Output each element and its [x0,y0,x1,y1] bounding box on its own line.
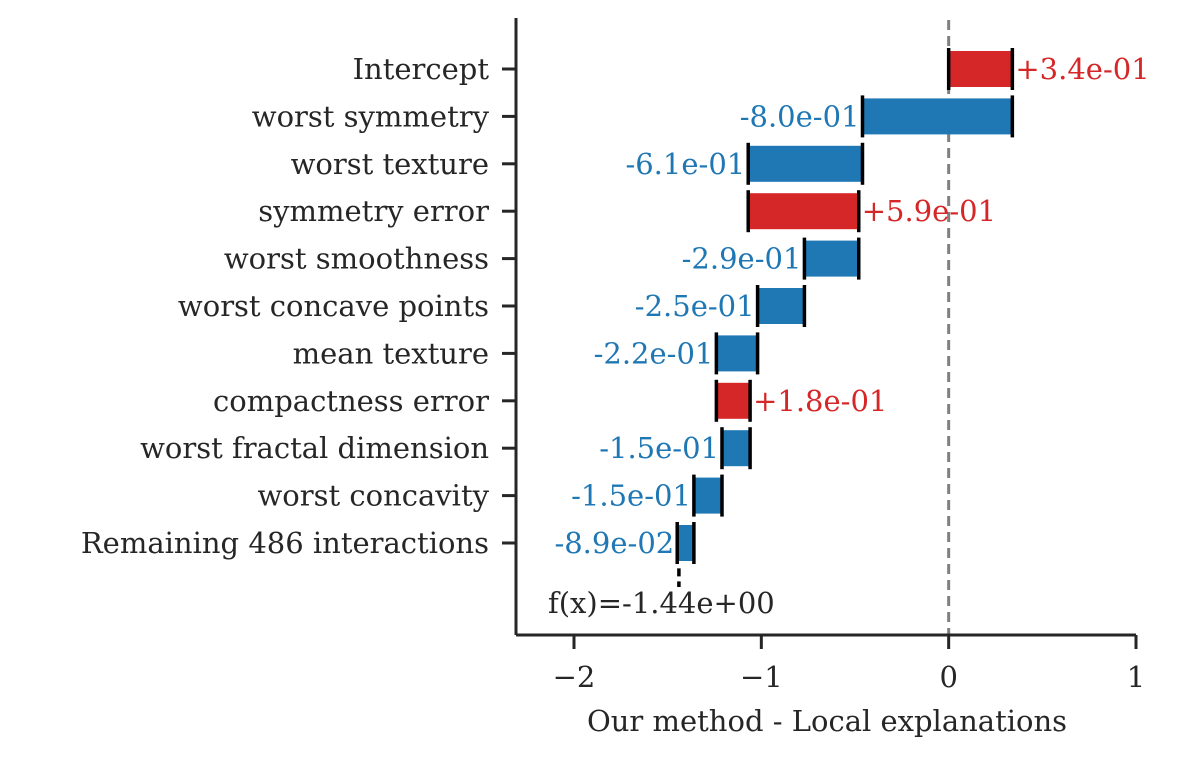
bar-2 [748,145,863,182]
bar-6 [716,335,758,372]
x-tick-label-2: 0 [939,660,957,694]
bars-group: +3.4e-01 -8.0e-01 -6.1e-01 +5.9e-01 -2.9e-01… [548,20,1150,635]
bar-value-label-7: +1.8e-01 [753,384,887,418]
x-tick-label-1: −1 [740,660,783,694]
x-axis-title: Our method - Local explanations [587,704,1067,738]
bar-value-label-10: -8.9e-02 [554,526,674,560]
bar-4 [804,240,859,277]
bar-value-label-2: -6.1e-01 [625,147,745,181]
bar-9 [693,477,722,514]
bar-3 [748,193,859,230]
category-label-3: symmetry error [258,194,489,228]
bar-value-label-6: -2.2e-01 [594,336,714,370]
category-label-9: worst concavity [257,479,489,513]
category-label-4: worst smoothness [224,242,489,276]
x-tick-label-3: 1 [1127,660,1145,694]
axes-group: −2 −1 0 1 [502,18,1145,694]
bar-value-label-8: -1.5e-01 [599,431,719,465]
bar-0 [948,51,1013,87]
bar-10 [677,525,694,561]
x-tick-label-0: −2 [553,660,596,694]
bar-8 [721,430,751,467]
category-label-6: mean texture [293,336,489,370]
bar-value-label-4: -2.9e-01 [682,242,802,276]
category-label-2: worst texture [291,147,489,181]
final-value-label: f(x)=-1.44e+00 [548,586,775,620]
bar-7 [716,382,751,419]
category-label-5: worst concave points [178,289,489,323]
category-label-0: Intercept [353,52,490,86]
bar-value-label-5: -2.5e-01 [635,289,755,323]
bar-value-label-0: +3.4e-01 [1015,52,1149,86]
category-label-7: compactness error [213,384,489,418]
category-labels-group: Intercept worst symmetry worst texture symm… [81,52,490,560]
category-label-10: Remaining 486 interactions [81,526,489,560]
bar-value-label-3: +5.9e-01 [862,194,996,228]
bar-5 [757,288,805,324]
bar-value-label-9: -1.5e-01 [571,479,691,513]
bar-value-label-1: -8.0e-01 [740,99,860,133]
category-label-1: worst symmetry [252,99,490,133]
bar-1 [862,98,1013,135]
category-label-8: worst fractal dimension [140,431,489,465]
